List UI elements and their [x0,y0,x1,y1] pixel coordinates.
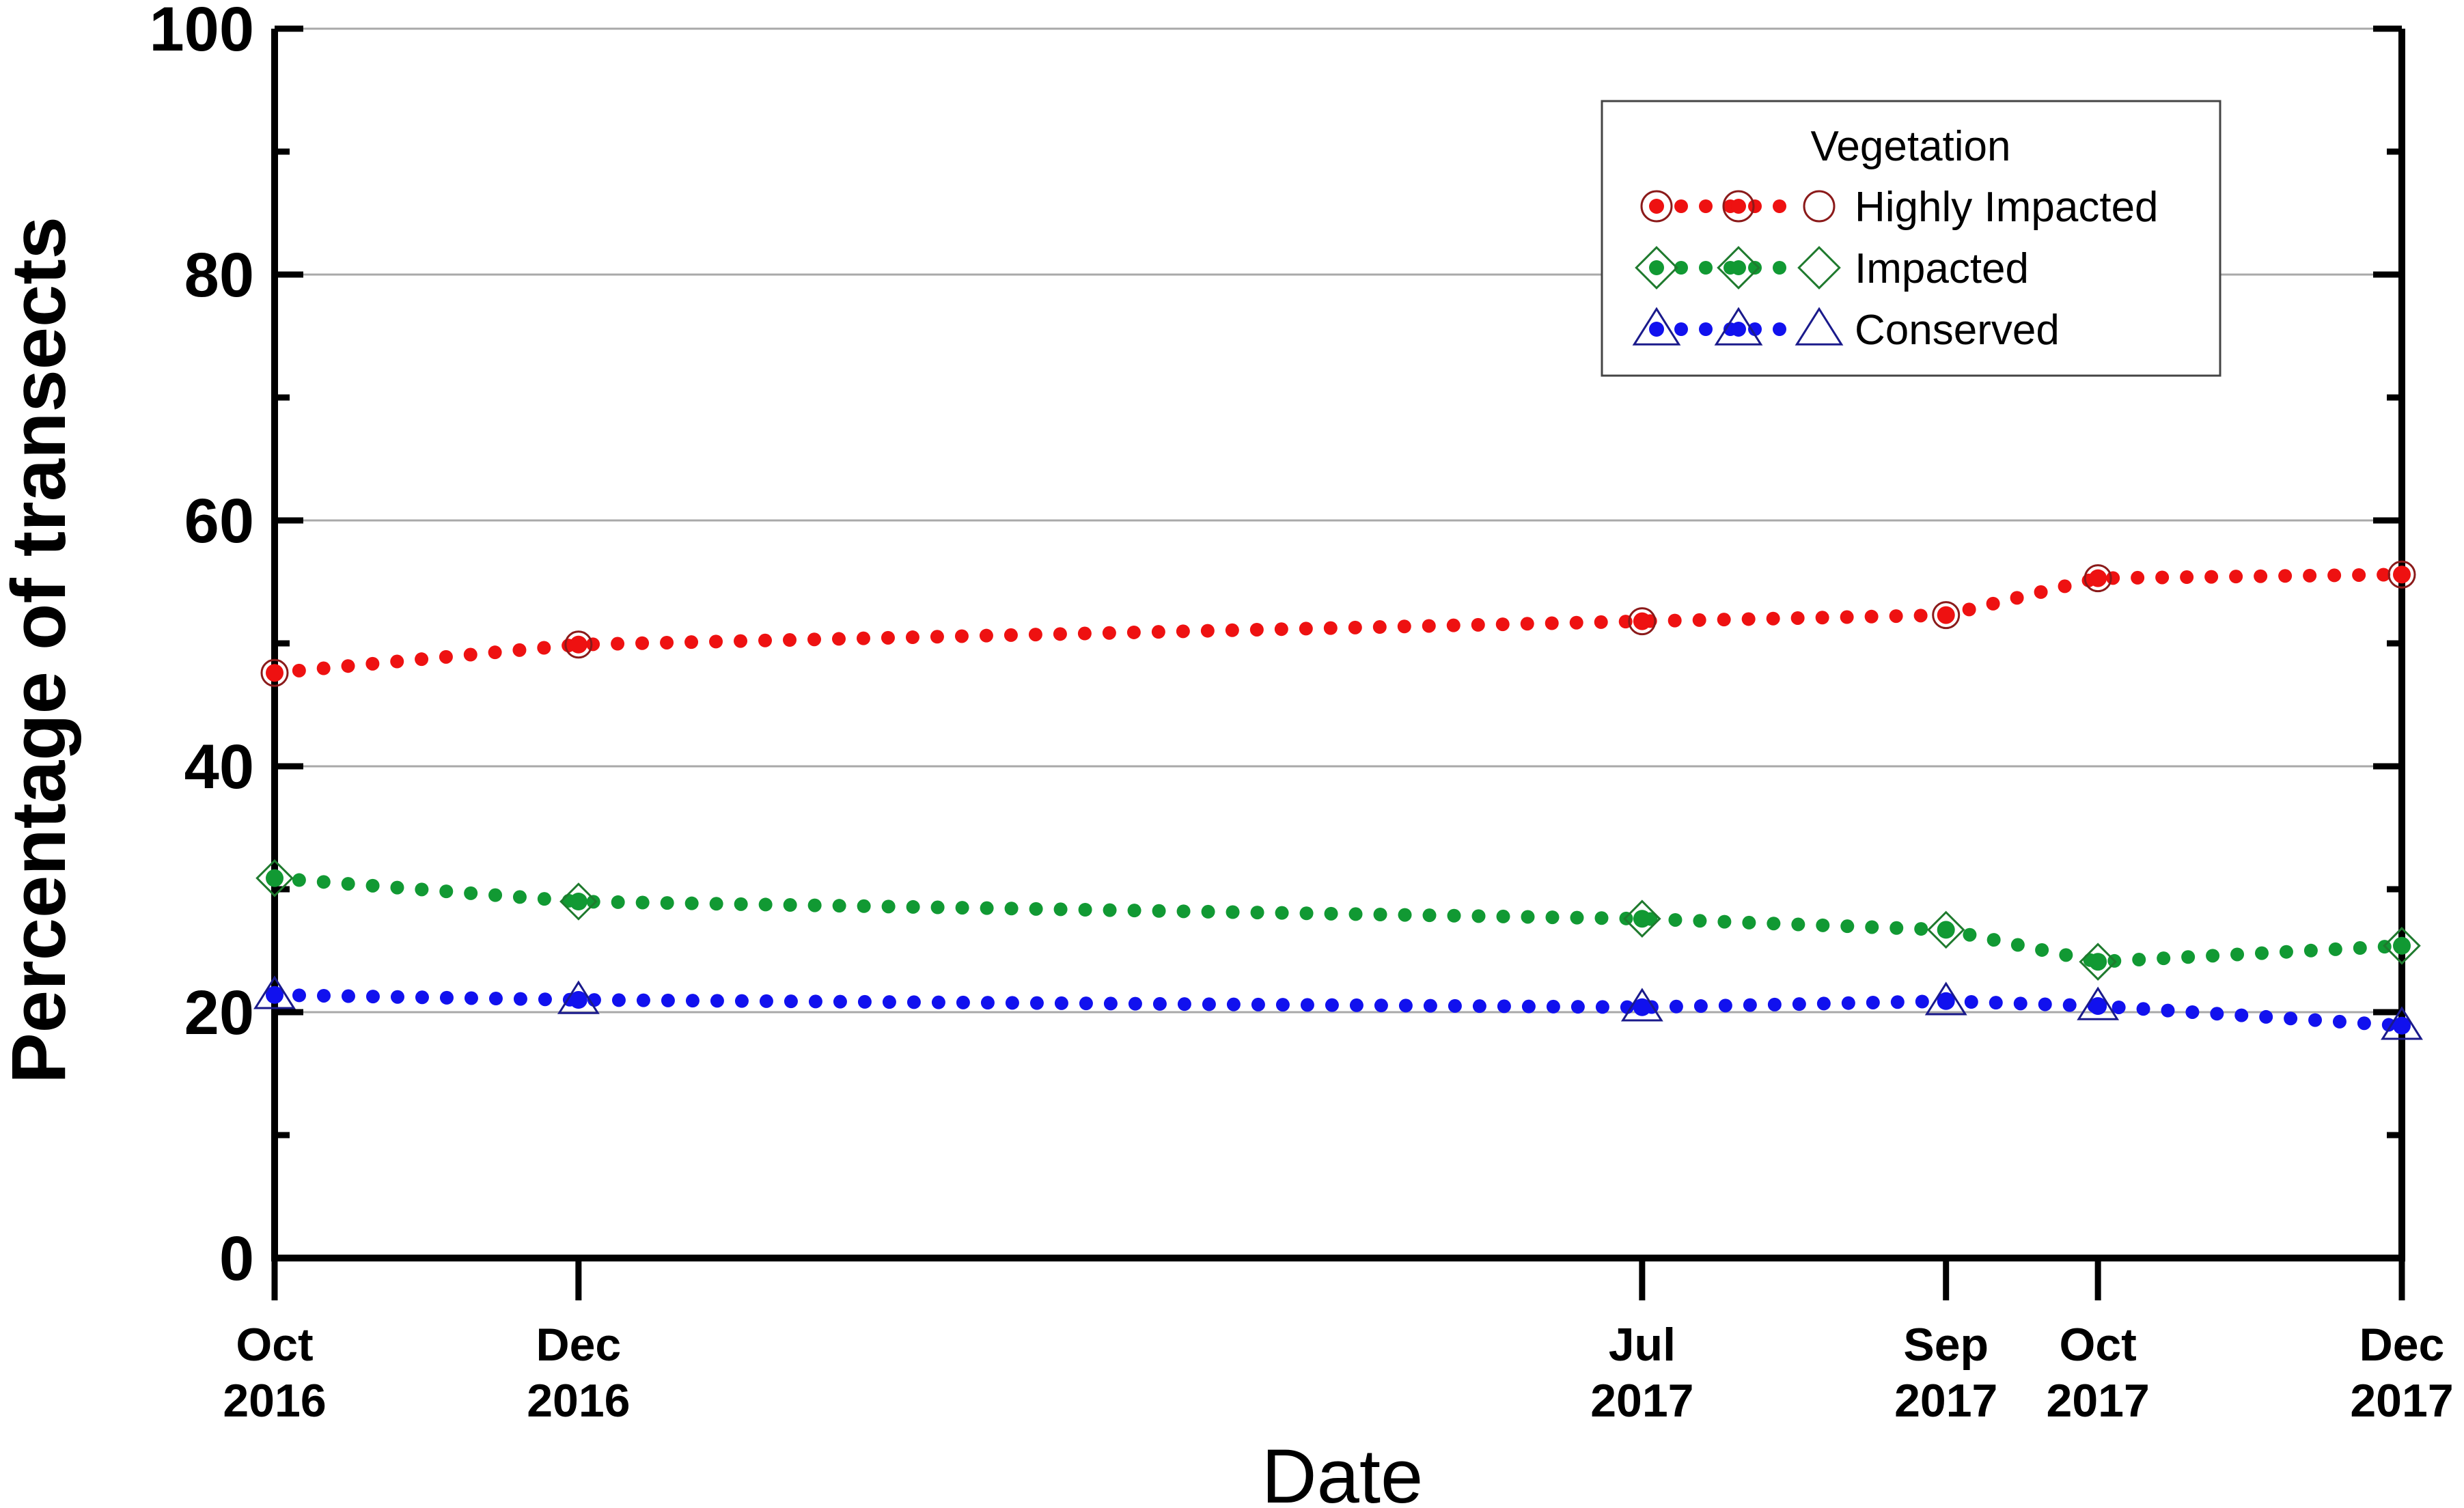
legend-swatch-marker-highly-impacted [1640,190,1673,223]
x-tick-label-year: 2017 [2047,1375,2150,1427]
data-point-marker-conserved [1924,981,1967,1016]
data-point-marker-impacted [1926,910,1965,949]
x-tick-label-month: Dec [536,1319,621,1371]
legend-swatch-marker-conserved [1632,307,1681,346]
data-point-marker-conserved [2077,986,2120,1020]
data-point-dot-highly-impacted [2089,569,2107,587]
data-point-dot-highly-impacted [569,635,587,654]
legend-swatch-marker-impacted [1797,246,1841,290]
series-line-conserved [268,988,2409,1033]
legend-label-impacted: Impacted [1855,245,2029,292]
data-point-marker-highly-impacted [564,630,593,659]
x-tick-label-month: Dec [2359,1319,2445,1371]
tick-labels: 020406080100Oct2016Dec2016Jul2017Sep2017… [150,0,2454,1427]
data-point-marker-conserved [253,975,296,1009]
legend-entries: Highly Impacted Impacted Conserved [1632,184,2159,354]
data-point-marker-impacted [1623,899,1661,938]
legend-title: Vegetation [1810,123,2010,170]
legend-swatch-marker-impacted [1717,246,1760,290]
y-tick-label: 40 [184,732,254,802]
x-tick-label-month: Oct [2059,1319,2136,1371]
data-point-dot-impacted [1937,921,1955,939]
legend-swatch-marker-conserved [1714,307,1763,346]
legend-swatch-dot-impacted [1731,260,1746,275]
data-point-marker-impacted [255,859,294,897]
legend-box [1601,100,2221,377]
data-point-marker-highly-impacted [260,658,289,687]
data-point-dot-conserved [1633,998,1651,1016]
legend-label-conserved: Conserved [1855,307,2060,354]
x-tick-label-month: Oct [236,1319,313,1371]
data-point-dot-highly-impacted [1937,606,1955,624]
series-line-impacted [268,871,2409,969]
x-tick-label-month: Jul [1609,1319,1676,1371]
data-point-dot-conserved [1937,992,1955,1010]
x-tick-label-month: Sep [1903,1319,1989,1371]
legend-swatch-marker-conserved [1795,307,1844,346]
data-point-marker-highly-impacted [1932,601,1961,630]
data-series [253,560,2423,1040]
data-point-marker-impacted [2079,942,2117,981]
y-tick-label: 80 [184,240,254,310]
legend-swatch-dot-highly-impacted [1731,199,1746,214]
data-point-dot-conserved [2089,997,2107,1015]
y-axis-title: Percentage of transects [0,217,81,1084]
x-axis-title: Date [1262,1434,1424,1508]
data-point-dot-conserved [2393,1016,2411,1035]
axes [271,25,2405,1300]
data-point-dot-impacted [266,869,283,887]
x-tick-label-year: 2017 [1590,1375,1693,1427]
series-line-highly-impacted [268,568,2409,680]
x-tick-label-year: 2016 [527,1375,630,1427]
data-point-dot-impacted [2393,936,2411,955]
data-point-dot-highly-impacted [2393,566,2411,584]
data-point-dot-conserved [266,986,283,1004]
data-point-dot-highly-impacted [1633,612,1651,630]
legend-swatch-marker-highly-impacted [1803,190,1836,223]
data-point-dot-impacted [1633,910,1651,928]
data-point-dot-impacted [569,893,587,910]
data-point-marker-impacted [559,882,598,921]
data-point-marker-impacted [2383,927,2421,965]
y-tick-label: 0 [219,1224,254,1294]
legend-swatch-marker-impacted [1635,246,1678,290]
data-point-marker-highly-impacted [1628,607,1657,636]
x-tick-label-year: 2016 [223,1375,326,1427]
legend-swatch-marker-highly-impacted [1722,190,1755,223]
legend: Vegetation Highly Impacted Impacted Conser… [1601,100,2221,377]
data-point-marker-conserved [2381,1006,2423,1040]
legend-label-highly-impacted: Highly Impacted [1855,184,2159,231]
legend-swatch-dot-conserved [1731,322,1746,337]
data-point-marker-highly-impacted [2387,560,2416,589]
data-point-marker-conserved [1620,988,1663,1022]
legend-swatch-dot-conserved [1649,322,1664,337]
x-tick-label-year: 2017 [1894,1375,1997,1427]
data-point-dot-highly-impacted [266,664,283,682]
y-tick-label: 20 [184,978,254,1048]
y-tick-label: 60 [184,486,254,556]
y-tick-label: 100 [150,0,255,64]
data-point-marker-conserved [557,980,600,1014]
data-point-dot-impacted [2089,953,2107,971]
legend-swatch-dot-impacted [1649,260,1664,275]
x-tick-label-year: 2017 [2350,1375,2453,1427]
data-point-marker-highly-impacted [2084,564,2112,593]
data-point-dot-conserved [569,991,587,1009]
legend-swatch-dot-highly-impacted [1649,199,1664,214]
